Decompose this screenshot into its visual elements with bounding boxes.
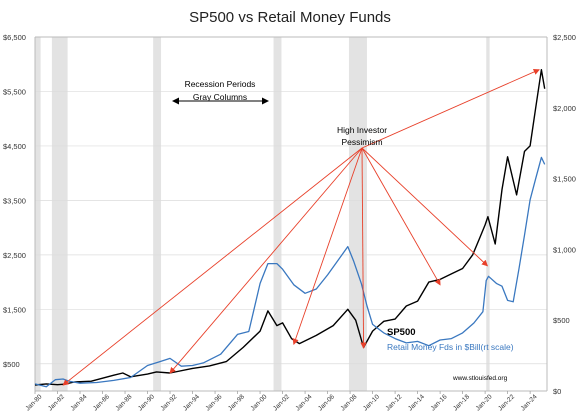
money-funds-line xyxy=(34,156,546,388)
pessimism-arrow xyxy=(169,147,363,374)
recession-band xyxy=(273,37,282,391)
x-tick-label: Jan-00 xyxy=(249,393,268,412)
pessimism-label-line1: High Investor xyxy=(337,125,387,135)
left-tick-label: $500 xyxy=(3,360,20,369)
x-tick-label: Jan-14 xyxy=(407,393,426,412)
left-tick-label: $4,500 xyxy=(3,142,26,151)
sp500-series-label: SP500 xyxy=(387,327,416,338)
axes xyxy=(34,36,548,392)
x-tick-label: Jan-98 xyxy=(227,393,246,412)
recession-band xyxy=(348,37,367,391)
pessimism-arrow xyxy=(62,147,363,386)
chart-title: SP500 vs Retail Money Funds xyxy=(189,9,391,26)
pessimism-arrows xyxy=(62,68,540,386)
pessimism-arrow xyxy=(292,147,363,346)
right-tick-label: $500 xyxy=(553,316,570,325)
source-label: www.stlouisfed.org xyxy=(452,375,508,382)
x-tick-label: Jan-86 xyxy=(92,393,111,412)
left-tick-label: $3,500 xyxy=(3,196,26,205)
right-tick-label: $1,500 xyxy=(553,175,576,184)
left-tick-label: $5,500 xyxy=(3,87,26,96)
right-tick-label: $1,000 xyxy=(553,245,576,254)
recession-band xyxy=(153,37,162,391)
x-tick-label: Jan-82 xyxy=(47,393,66,412)
left-tick-label: $6,500 xyxy=(3,33,26,42)
x-tick-label: Jan-84 xyxy=(69,393,88,412)
pessimism-arrow xyxy=(360,147,367,349)
x-tick-label: Jan-94 xyxy=(182,393,201,412)
sp500-line xyxy=(34,68,546,386)
x-tick-label: Jan-24 xyxy=(520,393,539,412)
left-axis-ticks: $500 $1,500 $2,500 $3,500 $4,500 $5,500 $6,500 xyxy=(3,33,26,369)
x-tick-label: Jan-88 xyxy=(114,393,133,412)
x-tick-label: Jan-08 xyxy=(340,393,359,412)
right-tick-label: $2,500 xyxy=(553,33,576,42)
x-tick-label: Jan-12 xyxy=(385,393,404,412)
right-tick-label: $0 xyxy=(553,387,561,396)
recession-band xyxy=(51,37,68,391)
recession-label-line1: Recession Periods xyxy=(185,79,256,89)
money-series-label: Retail Money Fds in $Bill(rt scale) xyxy=(387,342,514,352)
x-tick-label: Jan-04 xyxy=(295,393,314,412)
recession-band xyxy=(35,37,41,391)
left-tick-label: $2,500 xyxy=(3,251,26,260)
recession-bands xyxy=(35,37,490,391)
x-tick-label: Jan-06 xyxy=(317,393,336,412)
series-lines xyxy=(34,68,546,388)
right-axis-ticks: $0 $500 $1,000 $1,500 $2,000 $2,500 xyxy=(553,33,576,396)
pessimism-arrow xyxy=(361,68,540,149)
grid xyxy=(35,36,547,365)
x-tick-label: Jan-92 xyxy=(159,393,178,412)
x-axis-ticks: Jan-80 Jan-82 Jan-84 Jan-86 Jan-88 Jan-90 Jan-… xyxy=(24,391,539,412)
pessimism-arrow xyxy=(361,147,489,267)
left-tick-label: $1,500 xyxy=(3,305,26,314)
pessimism-arrow xyxy=(361,147,441,286)
x-tick-label: Jan-16 xyxy=(430,393,449,412)
x-tick-label: Jan-80 xyxy=(24,393,43,412)
x-tick-label: Jan-20 xyxy=(475,393,494,412)
x-tick-label: Jan-18 xyxy=(452,393,471,412)
recession-band xyxy=(486,37,490,391)
recession-label-line2: Gray Columns xyxy=(193,92,247,102)
x-tick-label: Jan-96 xyxy=(204,393,223,412)
x-tick-label: Jan-22 xyxy=(497,393,516,412)
x-tick-label: Jan-90 xyxy=(137,393,156,412)
x-tick-label: Jan-02 xyxy=(272,393,291,412)
x-tick-label: Jan-10 xyxy=(362,393,381,412)
pessimism-label-line2: Pessimism xyxy=(341,137,382,147)
right-tick-label: $2,000 xyxy=(553,104,576,113)
